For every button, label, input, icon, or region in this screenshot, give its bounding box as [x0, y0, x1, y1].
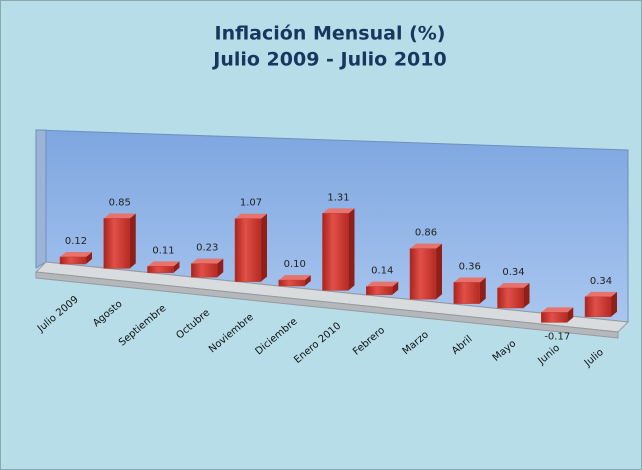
- data-label: -0.17: [544, 331, 570, 342]
- data-label: 0.86: [415, 228, 437, 239]
- bar-side: [567, 307, 574, 323]
- bar: [366, 286, 393, 296]
- bar: [409, 248, 437, 300]
- bar: [278, 279, 305, 287]
- bar: [453, 282, 480, 304]
- data-label: 0.14: [371, 266, 393, 277]
- data-label: 0.12: [65, 236, 87, 247]
- data-label: 0.10: [284, 259, 306, 270]
- bar-side: [129, 213, 136, 269]
- bar-top: [147, 261, 180, 267]
- data-label: 0.11: [152, 245, 174, 256]
- data-label: 0.23: [196, 243, 218, 254]
- bar-side: [217, 258, 224, 278]
- bar-side: [304, 275, 311, 286]
- bar: [147, 266, 174, 274]
- data-label: 0.34: [502, 267, 524, 278]
- bar-top: [585, 291, 617, 297]
- bar-top: [278, 275, 311, 281]
- bar-side: [261, 213, 267, 282]
- bar: [322, 213, 349, 291]
- bar: [103, 218, 130, 269]
- data-label: 0.85: [109, 197, 131, 208]
- bar: [234, 218, 262, 282]
- data-label: 1.31: [327, 192, 349, 203]
- bar-side: [348, 208, 355, 291]
- bar-side: [436, 243, 442, 300]
- floor-edge: [35, 271, 619, 339]
- bar: [541, 312, 568, 323]
- bar: [191, 263, 218, 278]
- bar: [497, 287, 524, 309]
- bar-top: [410, 243, 442, 249]
- bar-top: [235, 213, 267, 219]
- bar-top: [191, 258, 224, 264]
- bar-top: [60, 251, 92, 257]
- data-label: 0.34: [590, 276, 612, 287]
- bar-side: [611, 291, 617, 317]
- bar-side: [86, 251, 92, 264]
- bar-side: [173, 261, 180, 273]
- bar-side: [479, 277, 486, 304]
- chart-title: Inflación Mensual (%): [215, 23, 446, 45]
- bar-side: [392, 281, 399, 295]
- bar-top: [453, 277, 486, 283]
- chart-subtitle: Julio 2009 - Julio 2010: [211, 49, 446, 71]
- bar-top: [497, 283, 530, 289]
- bar: [59, 256, 87, 265]
- bar-top: [103, 213, 136, 219]
- side-wall: [35, 129, 47, 269]
- data-label: 1.07: [240, 198, 262, 209]
- bar-side: [523, 283, 530, 308]
- bar-top: [322, 208, 355, 214]
- data-label: 0.36: [459, 261, 481, 272]
- bar: [584, 296, 612, 318]
- bar-top: [541, 307, 574, 313]
- bar-top: [366, 281, 399, 287]
